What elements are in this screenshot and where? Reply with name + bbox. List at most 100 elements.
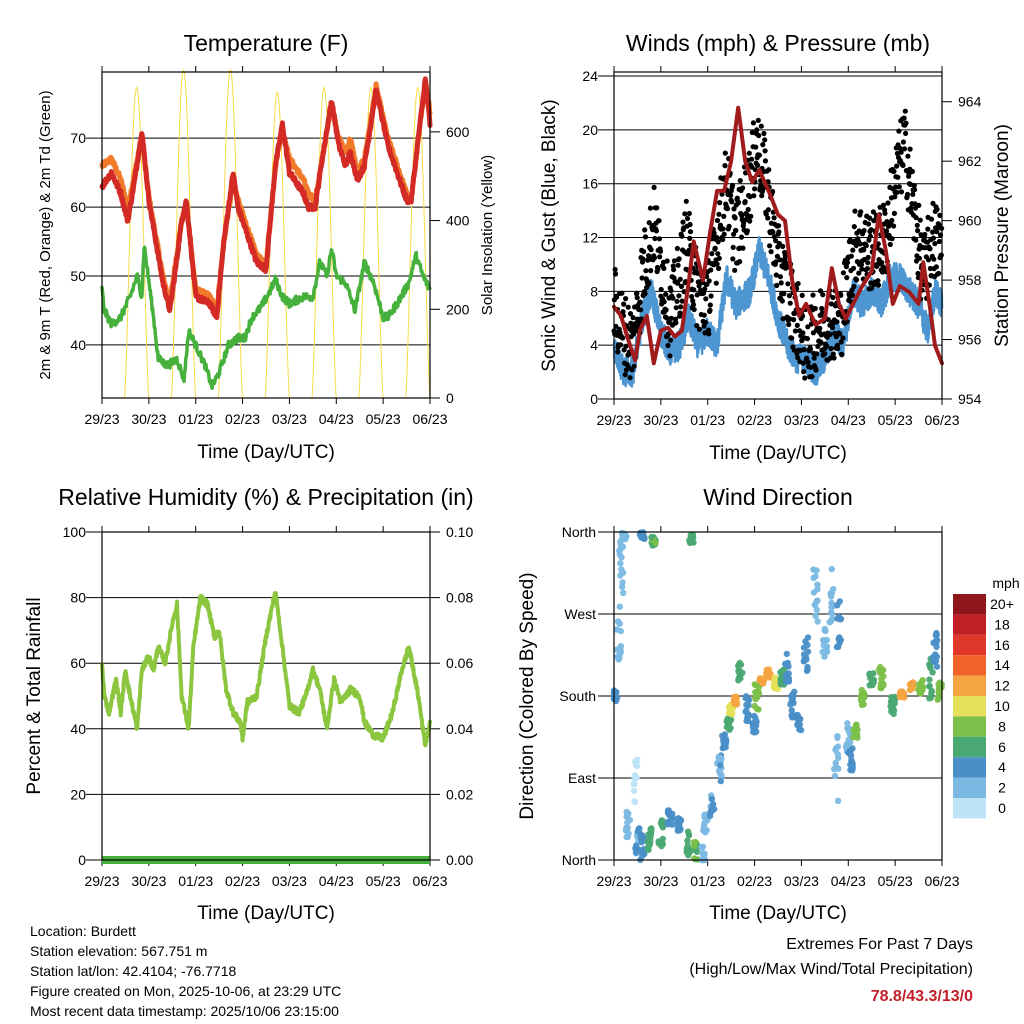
gust-point [675,262,681,268]
gust-point [625,304,631,310]
direction-point [834,751,841,758]
gust-point [721,231,727,237]
gust-point [913,215,919,221]
gust-point [892,194,898,200]
gust-point [702,319,709,325]
gust-point [773,272,779,278]
gust-point [925,226,931,232]
direction-point [616,652,623,660]
gust-point [749,129,755,136]
direction-point [757,677,764,684]
y-tick-label: 20 [70,786,86,802]
gust-point [870,209,877,215]
direction-point [796,721,803,728]
gust-point [679,298,685,304]
direction-point [909,681,917,688]
gust-point [682,211,688,217]
gust-point [851,224,857,230]
y-tick-label: 0 [78,852,86,868]
gust-point [771,234,778,240]
direction-point [739,669,746,676]
direction-point [860,701,867,708]
x-axis-label: Time (Day/UTC) [197,903,335,924]
gust-point [732,267,738,273]
gust-point [655,266,661,272]
direction-point [836,598,843,605]
y-tick-label: 60 [70,199,86,215]
y-tick-label: 8 [590,283,598,299]
gust-point [689,294,695,300]
legend-label: 14 [994,657,1010,673]
gust-point [861,228,867,234]
direction-point [771,685,779,692]
gust-point [683,198,689,204]
direction-point [869,681,876,688]
direction-point [743,701,750,709]
gust-point [804,336,811,342]
x-tick-label: 02/23 [225,411,260,427]
gust-point [795,281,801,287]
gust-point [731,206,737,212]
direction-point [631,798,638,805]
extremes-subtitle: (High/Low/Max Wind/Total Precipitation) [689,961,973,978]
direction-point [717,777,724,785]
direction-point [784,675,791,682]
x-tick-label: 03/23 [272,411,307,427]
direction-point [823,643,831,650]
direction-point [828,609,835,616]
gust-point [817,288,824,294]
footer-recent-timestamp: Most recent data timestamp: 2025/10/06 2… [30,1003,339,1019]
direction-point [616,603,623,610]
y2-axis-label: Station Pressure (Maroon) [992,124,1013,347]
gust-point [763,211,769,217]
direction-point [720,744,728,751]
y-tick-label: 4 [590,337,598,353]
gust-point [734,195,740,201]
gust-point [807,346,814,352]
x-tick-label: 06/23 [412,411,447,427]
gust-point [627,311,634,317]
gust-point [820,292,826,298]
x-tick-label: 29/23 [596,412,631,428]
legend-label: 18 [994,616,1010,632]
gust-point [620,309,626,315]
gust-point [715,251,721,257]
direction-point [735,661,742,669]
gust-point [640,256,646,262]
legend-swatch [953,716,986,737]
gust-point [848,253,854,259]
gust-point [722,150,728,156]
gust-point [621,301,627,307]
x-tick-label: 30/23 [131,873,166,889]
gust-point [856,270,862,276]
gust-point [773,259,779,265]
gust-point [779,298,785,304]
direction-point [861,691,868,698]
plot-frame [101,71,431,399]
gust-point [865,254,871,260]
gust-point [716,265,722,271]
legend-label: 6 [998,739,1006,755]
gust-point [813,367,819,373]
gust-point [818,339,824,345]
gust-point [817,325,823,331]
legend-label: 10 [994,698,1010,714]
direction-point [834,797,842,804]
gust-point [777,274,784,280]
direction-point [688,534,695,542]
gust-point [687,235,693,241]
gust-point [755,162,761,168]
direction-point [833,763,840,771]
gust-point [795,355,801,361]
gust-point [889,236,895,242]
x-tick-label: 29/23 [84,873,119,889]
direction-point [717,762,724,769]
gust-point [674,298,680,304]
gust-point [673,320,679,326]
gust-point [780,243,786,249]
gust-point [916,202,922,208]
gust-point [670,295,676,301]
legend-title: mph [992,575,1019,591]
x-tick-label: 04/23 [319,411,354,427]
gust-point [811,355,817,361]
